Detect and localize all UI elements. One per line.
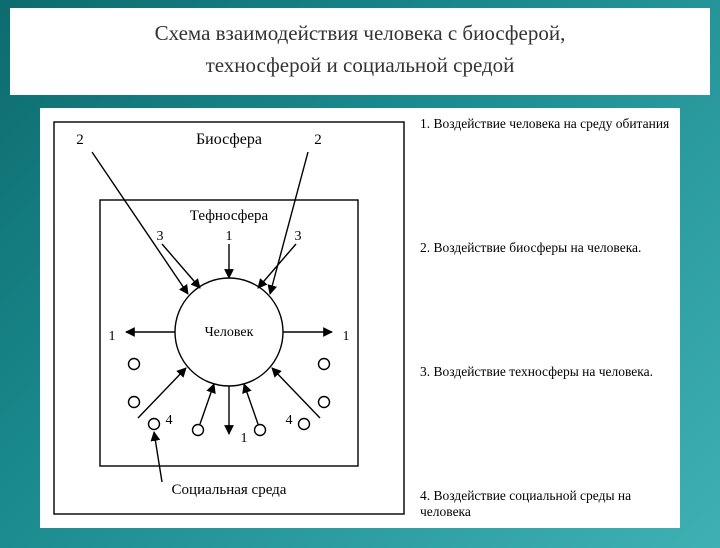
slide-title: Схема взаимодействия человека с биосферо… [10,8,710,95]
svg-text:1: 1 [109,329,116,344]
title-line-2: техносферой и социальной средой [24,50,696,82]
svg-text:3: 3 [295,229,302,244]
legend-item-4: 4. Воздействие социальной среды на челов… [420,488,670,520]
legend-item-2: 2. Воздействие биосферы на человека. [420,240,670,256]
content-panel: Биосфера Тефносфера Человек Социальная сред… [40,108,680,528]
svg-text:3: 3 [157,229,164,244]
svg-text:Социальная среда: Социальная среда [172,482,287,498]
legend-item-1: 1. Воздействие человека на среду обитани… [420,116,670,132]
legend-item-3: 3. Воздействие техносферы на человека. [420,364,670,380]
svg-text:Тефносфера: Тефносфера [190,208,269,224]
svg-text:1: 1 [343,329,350,344]
diagram: Биосфера Тефносфера Человек Социальная сред… [48,116,410,520]
svg-text:4: 4 [166,413,173,428]
legend: 1. Воздействие человека на среду обитани… [420,116,670,520]
svg-text:1: 1 [241,431,248,446]
svg-text:2: 2 [314,132,322,148]
svg-text:Биосфера: Биосфера [196,131,262,148]
svg-text:Человек: Человек [205,325,254,340]
svg-text:4: 4 [286,413,293,428]
diagram-svg: Биосфера Тефносфера Человек Социальная сред… [48,116,410,520]
title-line-1: Схема взаимодействия человека с биосферо… [24,18,696,50]
svg-text:2: 2 [76,132,84,148]
svg-text:1: 1 [226,229,233,244]
